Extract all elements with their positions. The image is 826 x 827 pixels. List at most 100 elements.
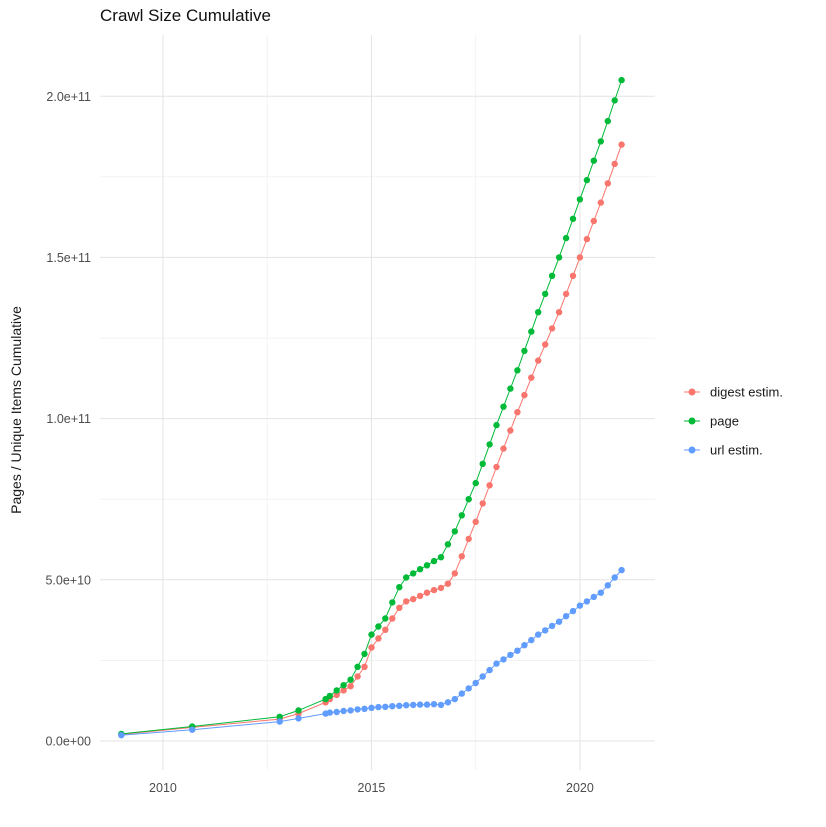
data-point (569, 607, 577, 615)
data-point (548, 325, 556, 332)
data-point (528, 374, 535, 381)
legend-key-point (688, 388, 696, 396)
data-point (465, 535, 472, 543)
data-point (326, 709, 333, 716)
data-point (507, 385, 514, 392)
data-point (326, 692, 333, 700)
data-point (576, 196, 584, 203)
data-point (368, 644, 375, 651)
data-point (423, 701, 431, 708)
data-point (618, 76, 625, 84)
data-point (382, 615, 389, 622)
data-point (403, 598, 410, 605)
data-point (542, 627, 549, 634)
data-point (535, 309, 542, 316)
data-point (590, 157, 597, 164)
data-point (583, 598, 591, 605)
data-point (500, 403, 507, 410)
data-point (521, 391, 528, 399)
data-point (611, 160, 618, 168)
data-point (430, 586, 438, 594)
data-point (569, 272, 577, 279)
data-point (333, 708, 340, 716)
data-point (583, 176, 591, 184)
data-point (368, 704, 375, 711)
data-point (437, 554, 445, 561)
data-point (410, 570, 417, 577)
data-point (444, 699, 452, 706)
data-point (576, 602, 584, 609)
data-point (583, 235, 591, 243)
data-point (347, 683, 354, 690)
data-point (472, 479, 479, 487)
data-point (437, 701, 445, 709)
data-point (521, 642, 528, 649)
legend-label: url estim. (710, 443, 763, 458)
data-point (465, 496, 472, 503)
gridlines (100, 35, 655, 770)
data-point (340, 707, 347, 715)
legend: digest estim. page url estim. (684, 385, 783, 458)
data-point (416, 592, 424, 600)
data-point (611, 97, 618, 104)
data-point (500, 445, 507, 452)
data-series (118, 76, 625, 739)
data-point (437, 584, 445, 592)
data-point (542, 290, 549, 298)
data-point (423, 589, 431, 596)
legend-key-point (688, 417, 696, 425)
data-point (542, 341, 549, 348)
data-point (451, 528, 458, 535)
data-point (375, 635, 382, 642)
data-point (618, 141, 625, 148)
data-point (276, 718, 283, 725)
data-point (479, 673, 486, 680)
data-point (396, 604, 403, 611)
data-point (276, 713, 283, 720)
data-point (396, 584, 403, 591)
data-point (604, 180, 611, 187)
data-point (465, 685, 472, 692)
data-point (590, 217, 597, 225)
data-point (451, 695, 458, 703)
data-point (430, 701, 438, 708)
data-point (444, 580, 452, 587)
data-point (295, 707, 302, 714)
data-point (514, 409, 521, 416)
data-point (354, 673, 361, 680)
data-point (562, 613, 570, 620)
data-point (375, 623, 382, 630)
data-point (535, 631, 542, 638)
data-point (555, 254, 563, 261)
legend-label: page (710, 414, 739, 429)
data-point (569, 215, 577, 222)
data-point (382, 703, 389, 710)
data-point (410, 701, 417, 709)
data-point (597, 199, 604, 206)
data-point (389, 615, 396, 622)
data-point (479, 500, 486, 507)
data-point (528, 636, 535, 644)
data-point (361, 650, 368, 658)
data-point (486, 441, 493, 448)
data-point (389, 703, 396, 710)
data-point (118, 732, 125, 739)
data-point (354, 706, 361, 713)
series-url-estim (118, 566, 625, 739)
data-point (548, 622, 556, 630)
data-point (604, 582, 611, 589)
data-point (396, 702, 403, 709)
legend-item: page (684, 414, 739, 429)
legend-label: digest estim. (710, 385, 783, 400)
data-point (389, 599, 396, 606)
data-point (493, 463, 500, 471)
data-point (576, 254, 584, 261)
data-point (618, 566, 625, 574)
data-point (611, 574, 618, 581)
data-point (430, 557, 438, 565)
data-point (444, 541, 452, 548)
y-tick-label: 2.0e+11 (46, 90, 91, 104)
data-point (295, 715, 302, 722)
